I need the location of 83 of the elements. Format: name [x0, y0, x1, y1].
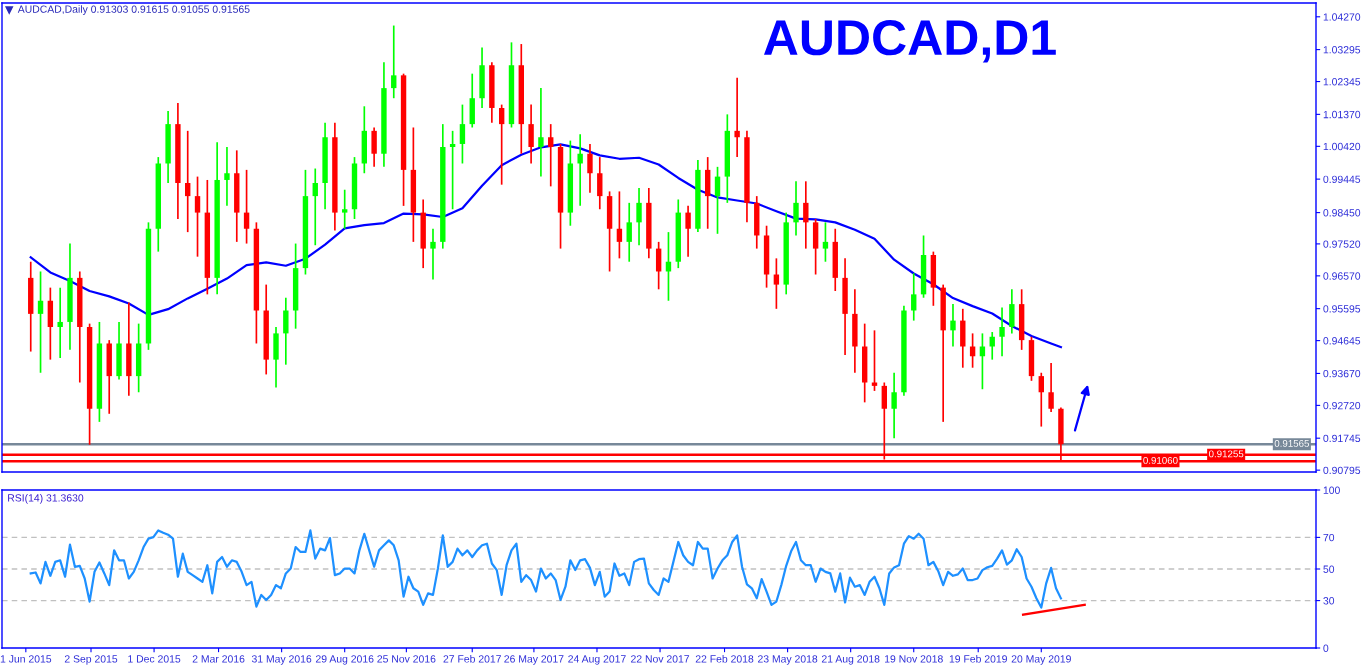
- x-tick-label: 22 Feb 2018: [695, 654, 754, 663]
- candlestick: [37, 270, 44, 374]
- y-tick-label: 1.03295: [1323, 46, 1361, 54]
- x-tick-label: 23 May 2018: [758, 655, 818, 665]
- x-tick-label: 20 May 2019: [1011, 655, 1071, 665]
- candlestick: [950, 303, 956, 348]
- y-tick-label: 0: [1323, 644, 1329, 652]
- y-tick-label: 0.96570: [1323, 272, 1361, 280]
- candlestick: [57, 286, 63, 359]
- x-tick-label: 19 Nov 2018: [885, 655, 943, 663]
- ref-line-label: 0.91565: [1274, 439, 1310, 447]
- candlestick: [793, 180, 799, 237]
- x-tick-label: 24 Aug 2017: [568, 655, 626, 665]
- y-tick-label: 0.94645: [1323, 337, 1361, 345]
- candlestick: [714, 166, 721, 235]
- x-tick-label: 22 Nov 2017: [631, 655, 690, 663]
- x-tick-label: 19 Feb 2019: [949, 654, 1007, 663]
- x-tick-label: 21 Aug 2018: [821, 655, 880, 665]
- candlestick: [1048, 362, 1054, 413]
- x-tick-label: 31 May 2016: [251, 655, 312, 665]
- y-tick-label: 0.95595: [1323, 305, 1361, 313]
- ref-line-label: 0.91060: [1143, 456, 1178, 464]
- y-tick-label: 100: [1323, 486, 1340, 494]
- candlestick: [548, 123, 554, 188]
- candlestick: [283, 296, 289, 366]
- candlestick: [822, 221, 829, 263]
- candlestick: [371, 126, 377, 168]
- candlestick: [391, 24, 397, 100]
- x-tick-label: 2 Sep 2015: [64, 655, 118, 665]
- ref-line-label: 0.91255: [1208, 450, 1244, 458]
- chart-title: AUDCAD,D1: [763, 19, 1056, 63]
- y-tick-label: 1.01370: [1323, 110, 1361, 119]
- chart-title: RSI(14) 31.3630: [8, 493, 84, 504]
- y-tick-label: 0.93670: [1323, 369, 1361, 378]
- candlestick: [341, 188, 348, 230]
- candlestick: [194, 175, 201, 258]
- candlestick: [577, 133, 583, 207]
- y-tick-label: 0.97520: [1323, 240, 1361, 248]
- candlestick: [999, 306, 1005, 358]
- x-tick-label: 25 Nov 2016: [377, 655, 436, 663]
- y-tick-label: 70: [1323, 533, 1335, 542]
- x-tick-label: 27 Feb 2017: [443, 654, 501, 663]
- x-tick-label: 2 Mar 2016: [192, 655, 245, 663]
- candlestick: [430, 227, 436, 281]
- y-tick-label: 1.02345: [1323, 78, 1361, 86]
- candlestick: [636, 187, 642, 247]
- y-tick-label: 1.00420: [1323, 142, 1361, 151]
- candlestick: [626, 202, 632, 263]
- y-tick-label: 0.90795: [1323, 466, 1361, 475]
- candlestick: [459, 103, 466, 165]
- annotation: AUDCAD,Daily 0.91303 0.91615 0.91055 0.91565: [17, 5, 250, 15]
- x-tick-label: 1 Jun 2015: [0, 655, 52, 663]
- x-tick-label: 1 Dec 2015: [128, 655, 181, 663]
- candlestick: [891, 371, 897, 440]
- candlestick: [449, 130, 456, 211]
- candlestick: [734, 76, 740, 158]
- candlestick: [528, 103, 534, 165]
- candlestick: [773, 257, 780, 310]
- candlestick: [685, 205, 691, 258]
- candlestick: [312, 167, 318, 247]
- candlestick: [1009, 288, 1015, 335]
- x-tick-label: 29 Aug 2016: [315, 655, 374, 665]
- x-tick-label: 26 May 2017: [504, 655, 564, 665]
- candlestick: [185, 130, 191, 233]
- candlestick: [597, 156, 603, 211]
- y-tick-label: 0.99445: [1323, 175, 1361, 183]
- line-series: [29, 529, 1063, 609]
- y-tick-label: 1.04270: [1323, 13, 1361, 21]
- candlestick: [243, 169, 250, 245]
- y-tick-label: 0.98450: [1323, 209, 1361, 217]
- y-tick-label: 0.92720: [1323, 401, 1361, 410]
- candlestick: [911, 272, 917, 322]
- candlestick: [803, 180, 809, 250]
- y-tick-label: 0.91745: [1323, 434, 1361, 443]
- candlestick: [224, 146, 230, 207]
- candlestick: [616, 190, 623, 260]
- candlestick: [587, 143, 593, 194]
- candlestick: [498, 103, 505, 186]
- candlestick: [1038, 371, 1044, 428]
- candlestick: [989, 331, 995, 361]
- y-tick-label: 30: [1323, 597, 1335, 605]
- y-tick-label: 50: [1323, 565, 1335, 573]
- candlestick: [538, 87, 544, 178]
